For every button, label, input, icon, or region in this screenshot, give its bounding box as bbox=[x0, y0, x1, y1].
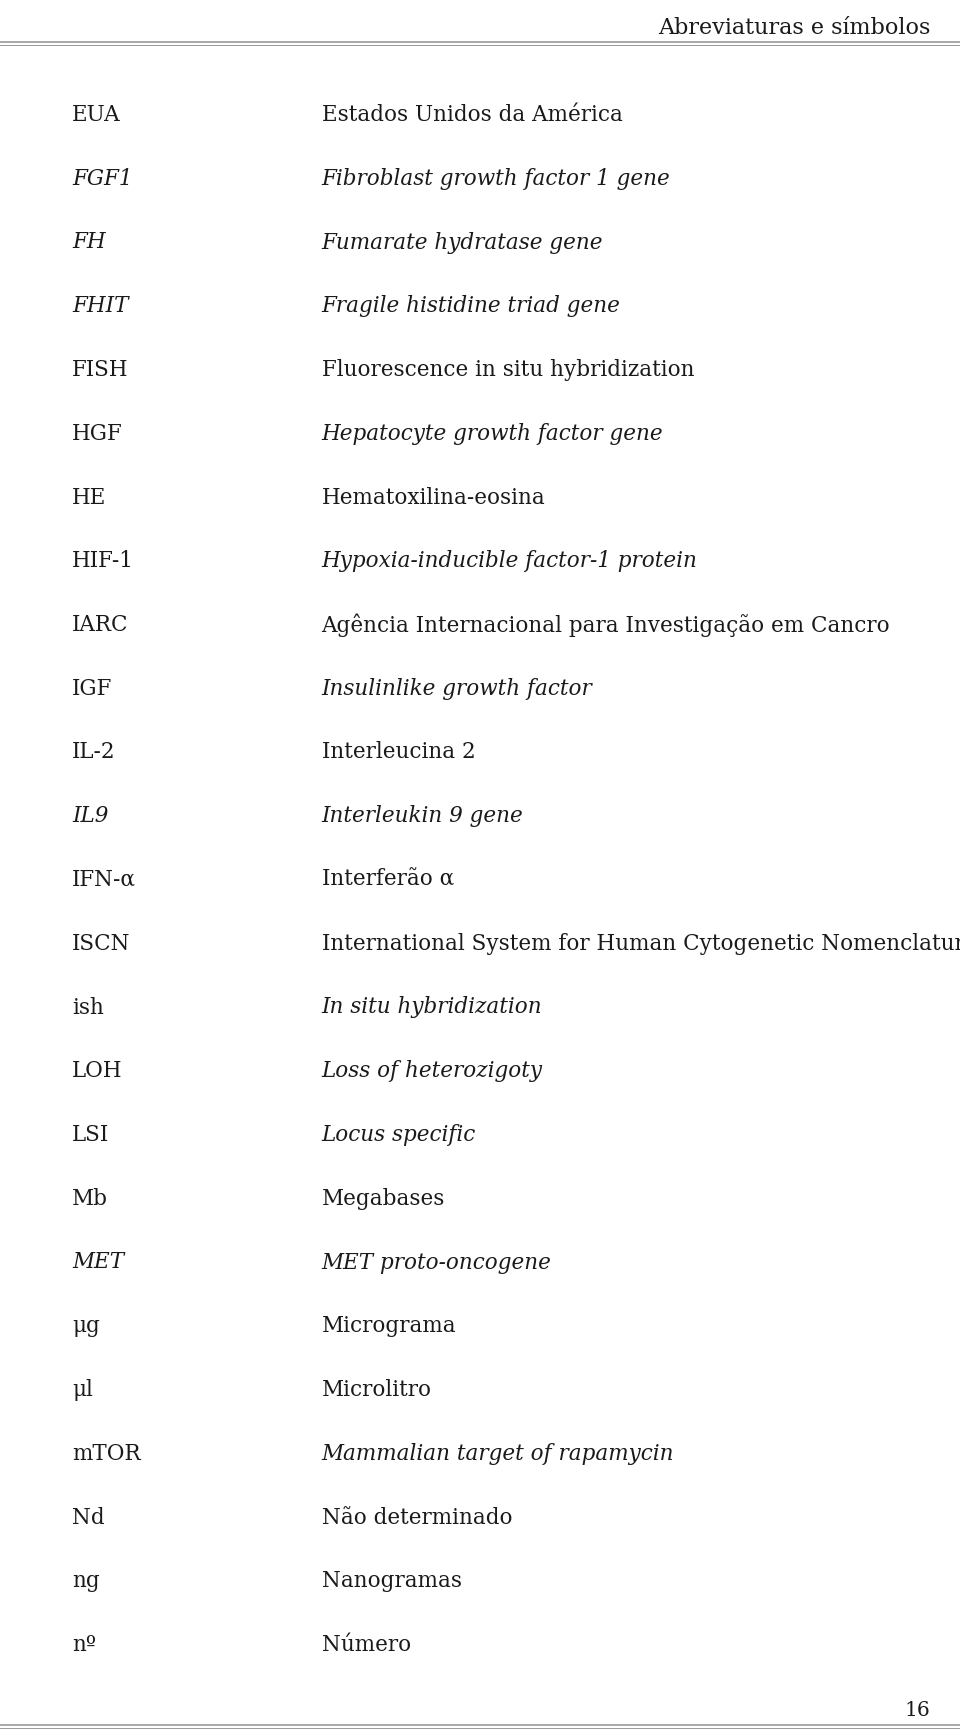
Text: MET proto-oncogene: MET proto-oncogene bbox=[322, 1252, 551, 1273]
Text: IL-2: IL-2 bbox=[72, 742, 115, 763]
Text: Fragile histidine triad gene: Fragile histidine triad gene bbox=[322, 295, 620, 317]
Text: μg: μg bbox=[72, 1316, 100, 1337]
Text: FH: FH bbox=[72, 232, 106, 253]
Text: Interferão α: Interferão α bbox=[322, 869, 454, 891]
Text: Não determinado: Não determinado bbox=[322, 1507, 512, 1528]
Text: Fumarate hydratase gene: Fumarate hydratase gene bbox=[322, 232, 603, 253]
Text: ISCN: ISCN bbox=[72, 933, 131, 955]
Text: HGF: HGF bbox=[72, 423, 123, 444]
Text: Hepatocyte growth factor gene: Hepatocyte growth factor gene bbox=[322, 423, 663, 444]
Text: LOH: LOH bbox=[72, 1059, 123, 1082]
Text: HE: HE bbox=[72, 487, 107, 508]
Text: FGF1: FGF1 bbox=[72, 168, 132, 189]
Text: FHIT: FHIT bbox=[72, 295, 129, 317]
Text: Número: Número bbox=[322, 1633, 411, 1656]
Text: IL9: IL9 bbox=[72, 805, 108, 827]
Text: HIF-1: HIF-1 bbox=[72, 550, 133, 572]
Text: 16: 16 bbox=[904, 1701, 930, 1720]
Text: nº: nº bbox=[72, 1633, 96, 1656]
Text: Fibroblast growth factor 1 gene: Fibroblast growth factor 1 gene bbox=[322, 168, 670, 189]
Text: LSI: LSI bbox=[72, 1124, 109, 1146]
Text: In situ hybridization: In situ hybridization bbox=[322, 997, 542, 1018]
Text: μl: μl bbox=[72, 1379, 93, 1401]
Text: Fluorescence in situ hybridization: Fluorescence in situ hybridization bbox=[322, 359, 694, 381]
Text: ng: ng bbox=[72, 1571, 100, 1592]
Text: Micrograma: Micrograma bbox=[322, 1316, 456, 1337]
Text: IFN-α: IFN-α bbox=[72, 869, 136, 891]
Text: mTOR: mTOR bbox=[72, 1443, 140, 1465]
Text: Microlitro: Microlitro bbox=[322, 1379, 432, 1401]
Text: International System for Human Cytogenetic Nomenclature: International System for Human Cytogenet… bbox=[322, 933, 960, 955]
Text: Interleukin 9 gene: Interleukin 9 gene bbox=[322, 805, 523, 827]
Text: MET: MET bbox=[72, 1252, 124, 1273]
Text: EUA: EUA bbox=[72, 104, 121, 127]
Text: IGF: IGF bbox=[72, 678, 112, 701]
Text: ish: ish bbox=[72, 997, 104, 1018]
Text: Nanogramas: Nanogramas bbox=[322, 1571, 462, 1592]
Text: Estados Unidos da América: Estados Unidos da América bbox=[322, 104, 622, 127]
Text: Hypoxia-inducible factor-1 protein: Hypoxia-inducible factor-1 protein bbox=[322, 550, 698, 572]
Text: IARC: IARC bbox=[72, 614, 129, 636]
Text: Mammalian target of rapamycin: Mammalian target of rapamycin bbox=[322, 1443, 674, 1465]
Text: Interleucina 2: Interleucina 2 bbox=[322, 742, 475, 763]
Text: FISH: FISH bbox=[72, 359, 129, 381]
Text: Mb: Mb bbox=[72, 1188, 108, 1210]
Text: Insulinlike growth factor: Insulinlike growth factor bbox=[322, 678, 592, 701]
Text: Loss of heterozigoty: Loss of heterozigoty bbox=[322, 1059, 542, 1082]
Text: Nd: Nd bbox=[72, 1507, 105, 1528]
Text: Megabases: Megabases bbox=[322, 1188, 445, 1210]
Text: Abreviaturas e símbolos: Abreviaturas e símbolos bbox=[658, 17, 930, 38]
Text: Locus specific: Locus specific bbox=[322, 1124, 476, 1146]
Text: Hematoxilina-eosina: Hematoxilina-eosina bbox=[322, 487, 545, 508]
Text: Agência Internacional para Investigação em Cancro: Agência Internacional para Investigação … bbox=[322, 614, 890, 636]
